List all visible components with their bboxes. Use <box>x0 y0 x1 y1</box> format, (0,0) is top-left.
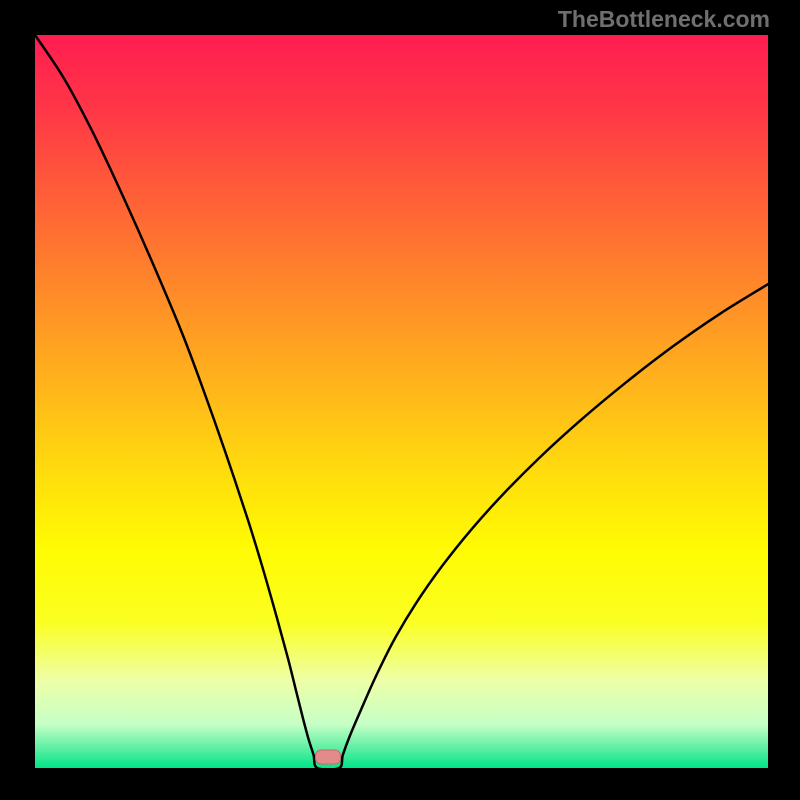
optimum-marker <box>315 750 341 765</box>
chart-stage: TheBottleneck.com <box>0 0 800 800</box>
plot-area <box>35 35 768 768</box>
curve-layer <box>35 35 768 768</box>
watermark-text: TheBottleneck.com <box>558 6 770 33</box>
bottleneck-curve <box>35 35 768 768</box>
